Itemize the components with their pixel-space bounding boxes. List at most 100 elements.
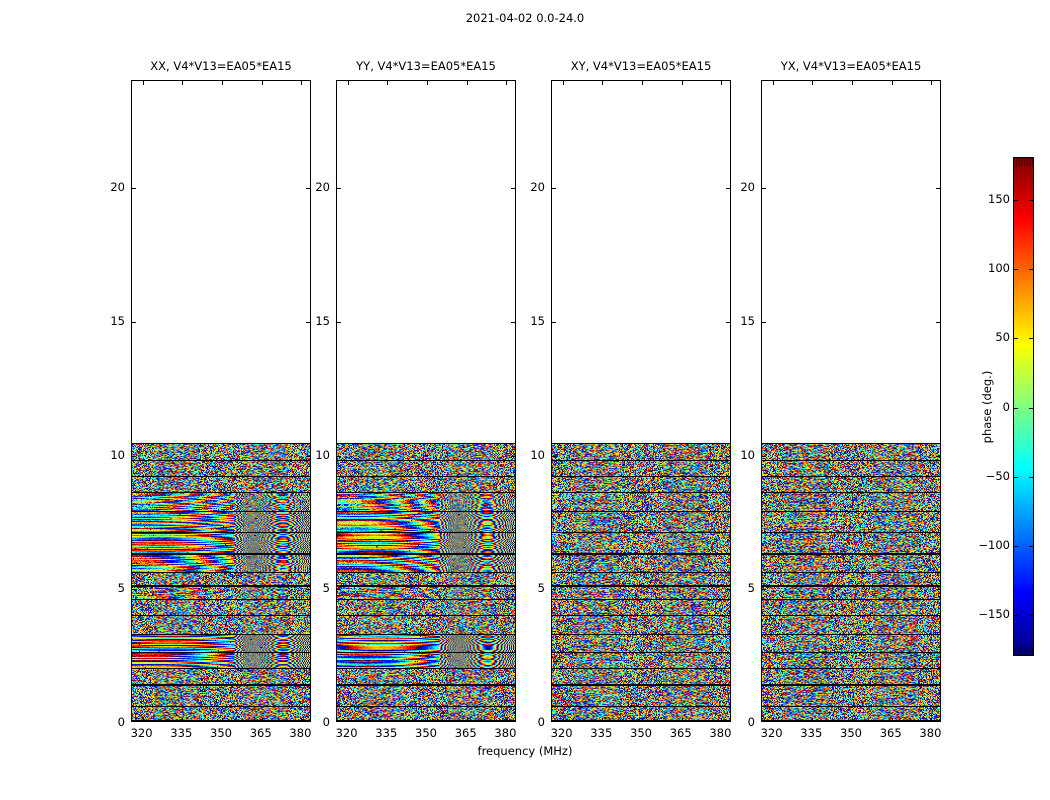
x-tick [562, 718, 564, 721]
y-tick-label: 0 [322, 715, 330, 729]
y-tick [511, 321, 515, 323]
x-tick-label: 350 [630, 726, 652, 740]
x-tick [222, 718, 223, 721]
panel-frame-yx [761, 80, 941, 722]
y-tick [337, 321, 341, 323]
panel-xx[interactable]: XX, V4*V13=EA05*EA15 320 335 350 365 380 [131, 59, 312, 740]
spectrogram-yy [337, 443, 515, 721]
spectrogram-yx [762, 443, 940, 721]
x-tick [891, 718, 893, 721]
y-tick [306, 321, 310, 323]
colorbar-tick [1029, 338, 1033, 340]
y-tick-label: 0 [537, 715, 545, 729]
x-tick [562, 81, 564, 85]
x-tick [466, 81, 468, 85]
x-tick-label: 335 [375, 726, 398, 740]
y-tick-label: 20 [740, 180, 755, 194]
x-tick [261, 718, 263, 721]
x-tick-label: 335 [170, 726, 193, 740]
colorbar-tick-label: 100 [988, 260, 1010, 275]
x-tick [812, 81, 814, 85]
panel-frame-yy [336, 80, 516, 722]
colorbar-tick [1029, 546, 1033, 548]
x-tick-label: 365 [454, 726, 477, 740]
x-axis-label: frequency (MHz) [477, 744, 573, 758]
x-tick [681, 718, 683, 721]
y-tick [936, 589, 940, 591]
y-tick [762, 321, 766, 323]
colorbar-tick [1014, 199, 1018, 201]
x-tick [642, 718, 643, 721]
x-tick [602, 81, 604, 85]
x-tick [721, 718, 723, 721]
x-tick-label: 335 [800, 726, 823, 740]
y-tick [511, 455, 515, 457]
x-tick [261, 81, 263, 85]
y-tick-label: 5 [117, 581, 125, 596]
x-tick-label: 320 [760, 726, 783, 740]
y-tick [726, 455, 730, 457]
panel-frame-xx [131, 80, 311, 722]
y-tick [132, 455, 136, 457]
x-tick-label: 320 [335, 726, 358, 740]
y-tick [337, 188, 341, 189]
y-tick [552, 188, 556, 189]
colorbar-tick [1014, 338, 1018, 340]
spectrogram-xx [132, 443, 310, 721]
x-tick [347, 718, 349, 721]
y-tick [762, 455, 766, 457]
x-tick [506, 718, 508, 721]
x-tick [642, 81, 643, 85]
y-tick [511, 188, 515, 189]
figure-suptitle: 2021-04-02 0.0-24.0 [465, 11, 585, 25]
y-tick-label: 20 [530, 180, 545, 194]
x-tick [222, 81, 223, 85]
colorbar-tick-label: −50 [985, 468, 1010, 483]
x-tick-label: 365 [249, 726, 272, 740]
colorbar-tick-label: 0 [1002, 399, 1010, 414]
panel-title-yy: YY, V4*V13=EA05*EA15 [356, 59, 496, 73]
x-tick-label: 350 [210, 726, 232, 740]
y-tick [306, 455, 310, 457]
x-tick [891, 81, 893, 85]
x-tick-label: 335 [590, 726, 613, 740]
x-tick [931, 718, 933, 721]
colorbar-tick [1014, 407, 1018, 409]
spectrogram-xy [552, 443, 730, 721]
panel-yy[interactable]: YY, V4*V13=EA05*EA15 320 335 350 365 380 [336, 59, 517, 740]
x-tick [772, 81, 774, 85]
panel-xy[interactable]: XY, V4*V13=EA05*EA15 320 335 350 365 380 [551, 59, 732, 740]
colorbar-tick-label: 150 [988, 191, 1010, 206]
x-tick [602, 718, 604, 721]
x-tick-label: 320 [550, 726, 573, 740]
y-tick-label: 10 [740, 447, 755, 462]
colorbar-tick [1014, 615, 1018, 617]
y-tick [132, 188, 136, 189]
x-tick [681, 81, 683, 85]
y-tick [936, 321, 940, 323]
x-tick [812, 718, 814, 721]
panel-yx[interactable]: YX, V4*V13=EA05*EA15 320 335 350 365 380 [761, 59, 942, 740]
x-tick-label: 365 [879, 726, 902, 740]
colorbar-tick [1014, 268, 1018, 270]
colorbar-tick-label: −100 [978, 538, 1010, 553]
colorbar-tick-label: 50 [995, 330, 1010, 345]
y-tick-label: 15 [530, 313, 545, 328]
colorbar-gradient [1013, 157, 1034, 656]
y-tick-label: 20 [315, 180, 330, 194]
colorbar-label: phase (deg.) [980, 370, 994, 444]
y-tick-label: 5 [322, 581, 330, 596]
x-tick [427, 718, 428, 721]
x-tick-label: 380 [709, 726, 732, 740]
x-tick-label: 380 [289, 726, 312, 740]
y-tick-label: 10 [110, 447, 125, 462]
x-tick [301, 718, 303, 721]
colorbar-tick [1014, 546, 1018, 548]
colorbar[interactable]: phase (deg.) 150 100 50 0 −50 −100 −150 [978, 157, 1034, 656]
colorbar-tick [1029, 199, 1033, 201]
x-tick [347, 81, 349, 85]
x-tick-label: 380 [919, 726, 942, 740]
x-tick [772, 718, 774, 721]
y-tick [306, 589, 310, 591]
